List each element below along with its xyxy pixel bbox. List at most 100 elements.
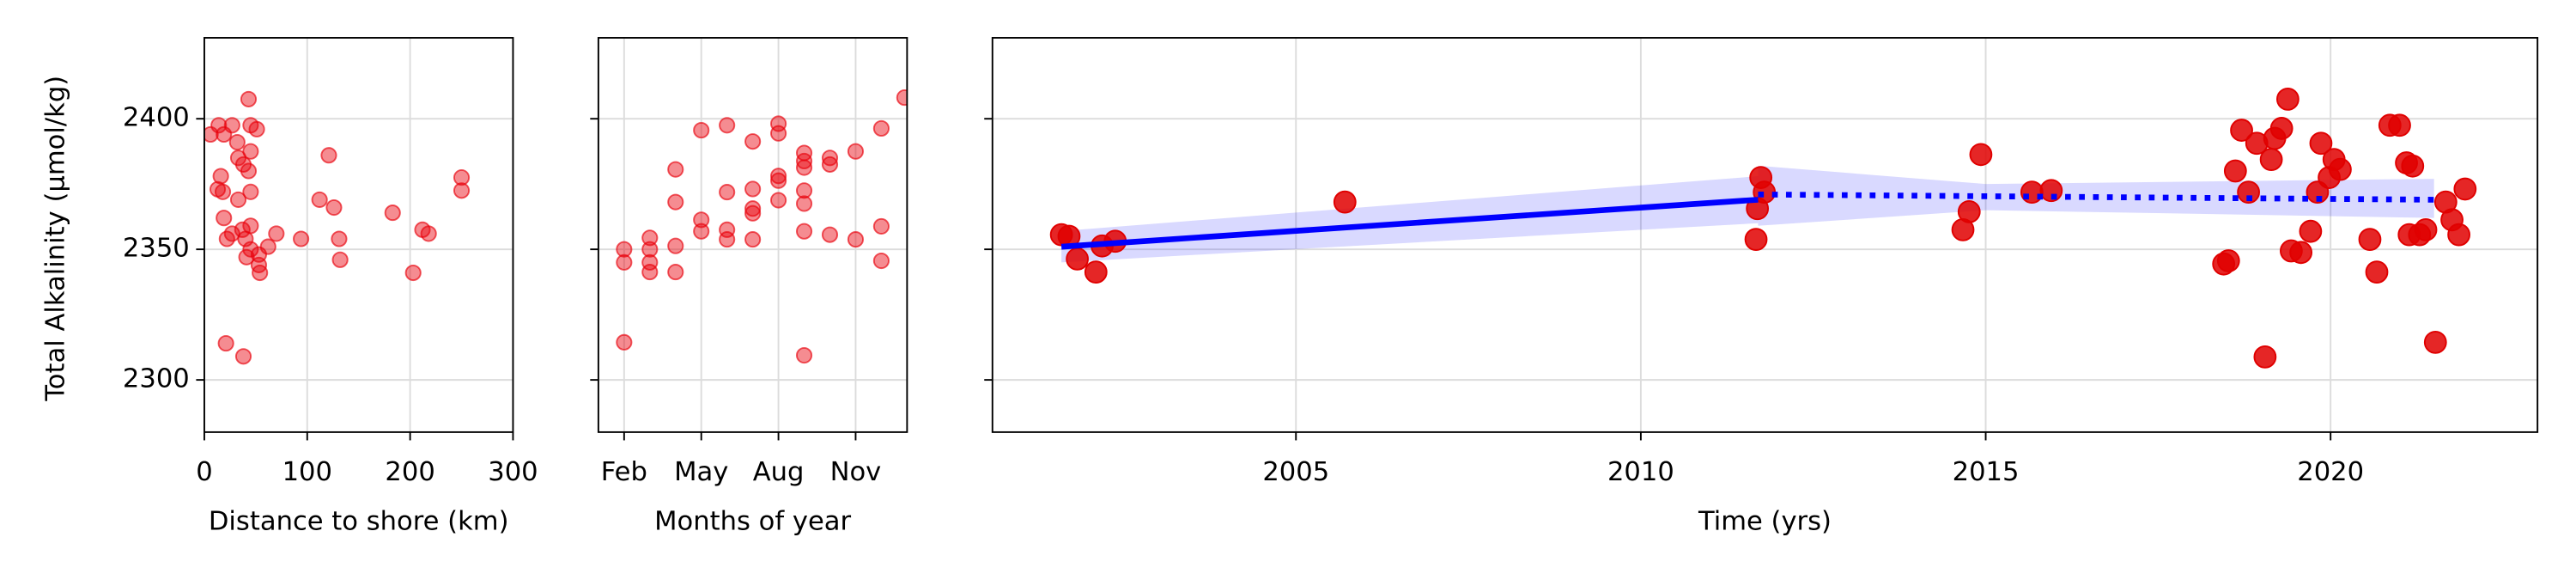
y-tick-label: 2300 [123,364,190,394]
data-point [719,117,736,134]
data-point [2414,217,2438,241]
data-point [2447,223,2470,247]
data-point [234,348,252,365]
x-axis-label: Months of year [654,507,851,537]
data-point [896,89,908,107]
data-point [2365,260,2389,284]
data-point [667,264,684,281]
data-point [641,229,659,247]
data-point [770,125,787,142]
data-point [217,335,234,352]
data-point [667,237,684,254]
data-point [2269,117,2293,140]
data-point [693,122,710,139]
data-point [2259,148,2283,171]
data-point [641,264,659,281]
x-tick-label: 2010 [1607,457,1674,487]
x-tick-label: 300 [488,457,538,487]
data-point [238,248,255,266]
data-point [616,241,633,258]
data-point [2329,157,2352,181]
data-point [252,264,269,282]
subplot: 2300 2350 2400 0 100 200 300 Distance to shore … [40,37,538,537]
x-tick-label: 200 [385,457,434,487]
data-point [248,120,265,137]
data-point [616,253,633,271]
data-point [2299,219,2323,243]
data-point [240,162,258,180]
x-axis-label: Time (yrs) [1698,507,1832,537]
data-point [2388,113,2411,137]
data-point [214,183,232,200]
data-point [1957,200,1981,223]
plot-area [616,89,908,364]
data-point [770,192,787,209]
data-point [719,231,736,248]
data-point [795,346,813,364]
data-point [667,161,684,178]
data-point [1744,228,1768,251]
data-point [2453,177,2477,201]
axes-frame [204,37,514,433]
x-tick-label: 100 [283,457,332,487]
data-point [242,183,259,200]
data-point [795,159,813,176]
y-tick-label: 2350 [123,234,190,264]
data-point [204,125,219,143]
data-point [616,333,633,351]
data-point [2230,119,2253,142]
data-point [404,264,422,282]
confidence-band [1061,176,1759,263]
data-point [453,182,471,199]
data-point [693,211,710,229]
data-point [2401,154,2425,178]
data-point [242,143,259,160]
axes-frame [597,37,908,433]
data-point [212,168,229,185]
data-point [872,217,890,235]
plot-area [1049,88,2477,369]
data-point [1969,143,1993,167]
y-axis-label: Total Alkalinity (μmol/kg) [40,76,70,402]
data-point [2358,228,2382,251]
data-point [229,191,247,208]
x-tick-label: Aug [753,457,805,487]
data-point [2253,345,2277,369]
data-point [1333,190,1357,214]
data-point [268,225,285,242]
data-point [719,184,736,201]
data-point [795,152,813,169]
x-tick-label: Feb [601,457,647,487]
data-point [693,223,710,240]
data-point [228,133,246,151]
subplot: Feb May Aug Nov Months of year [590,37,908,537]
data-point [795,223,813,240]
data-point [795,182,813,199]
data-point [847,143,865,160]
data-point [2216,249,2240,272]
data-point [1066,247,1089,271]
data-point [384,205,401,222]
data-point [242,241,259,258]
data-point [2020,180,2044,204]
data-point [744,200,762,217]
data-point [2237,180,2260,204]
trend-line [1060,197,1759,250]
x-tick-label: 2020 [2297,457,2364,487]
data-point [240,90,258,107]
data-point [216,125,233,143]
data-point [847,231,865,248]
data-point [795,195,813,212]
data-point [2423,330,2447,354]
data-point [770,172,787,189]
data-point [744,231,762,248]
data-point [744,133,762,150]
x-tick-label: 2015 [1953,457,2020,487]
data-point [770,168,787,185]
data-point [331,251,349,268]
data-point [667,193,684,211]
data-point [821,226,839,243]
y-tick-label: 2400 [123,103,190,133]
